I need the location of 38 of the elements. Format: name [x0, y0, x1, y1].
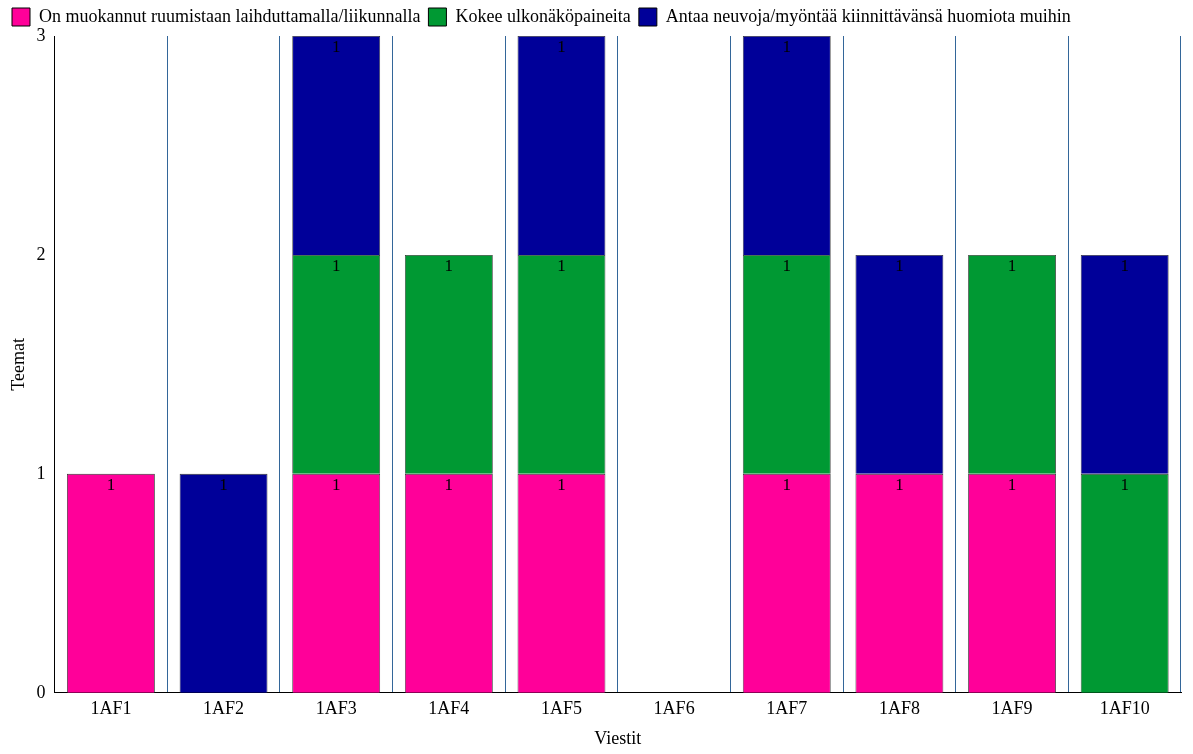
x-tick-label: 1AF7	[766, 698, 808, 719]
x-axis-title: Viestit	[594, 727, 642, 748]
y-tick-label: 1	[36, 462, 46, 483]
data-label: 1	[331, 255, 341, 275]
x-tick-label: 1AF5	[540, 698, 582, 719]
data-label: 1	[444, 255, 454, 275]
x-tick-label: 1AF8	[878, 698, 920, 719]
data-label: 1	[1120, 474, 1129, 494]
y-axis-title: Teemat	[7, 338, 28, 391]
x-tick-label: 1AF10	[1099, 698, 1150, 719]
data-label: 1	[557, 474, 566, 494]
data-label: 1	[106, 474, 116, 494]
data-label: 1	[782, 255, 792, 275]
data-label: 1	[557, 255, 566, 275]
x-tick-label: 1AF4	[428, 698, 470, 719]
x-tick-label: 1AF9	[991, 698, 1033, 719]
y-tick-label: 0	[36, 681, 46, 702]
data-label: 1	[1007, 255, 1017, 275]
data-label: 1	[782, 36, 792, 56]
legend-label: Antaa neuvoja/myöntää kiinnittävänsä huomiota muihin	[665, 5, 1071, 26]
data-label: 1	[782, 474, 792, 494]
x-tick-label: 1AF1	[90, 698, 132, 719]
data-label: 1	[219, 474, 228, 494]
x-tick-label: 1AF6	[653, 698, 695, 719]
x-tick-label: 1AF3	[315, 698, 357, 719]
data-label: 1	[1007, 474, 1017, 494]
legend-label: Kokee ulkonäköpaineita	[455, 5, 631, 26]
data-label: 1	[1120, 255, 1129, 275]
data-label: 1	[895, 474, 904, 494]
y-tick-label: 3	[36, 24, 46, 45]
legend-label: On muokannut ruumistaan laihduttamalla/liikunnalla	[39, 5, 421, 26]
data-label: 1	[331, 474, 341, 494]
data-label: 1	[444, 474, 454, 494]
data-label: 1	[895, 255, 904, 275]
data-label: 1	[331, 36, 341, 56]
y-tick-label: 2	[36, 243, 46, 264]
x-tick-label: 1AF2	[203, 698, 245, 719]
data-label: 1	[557, 36, 566, 56]
